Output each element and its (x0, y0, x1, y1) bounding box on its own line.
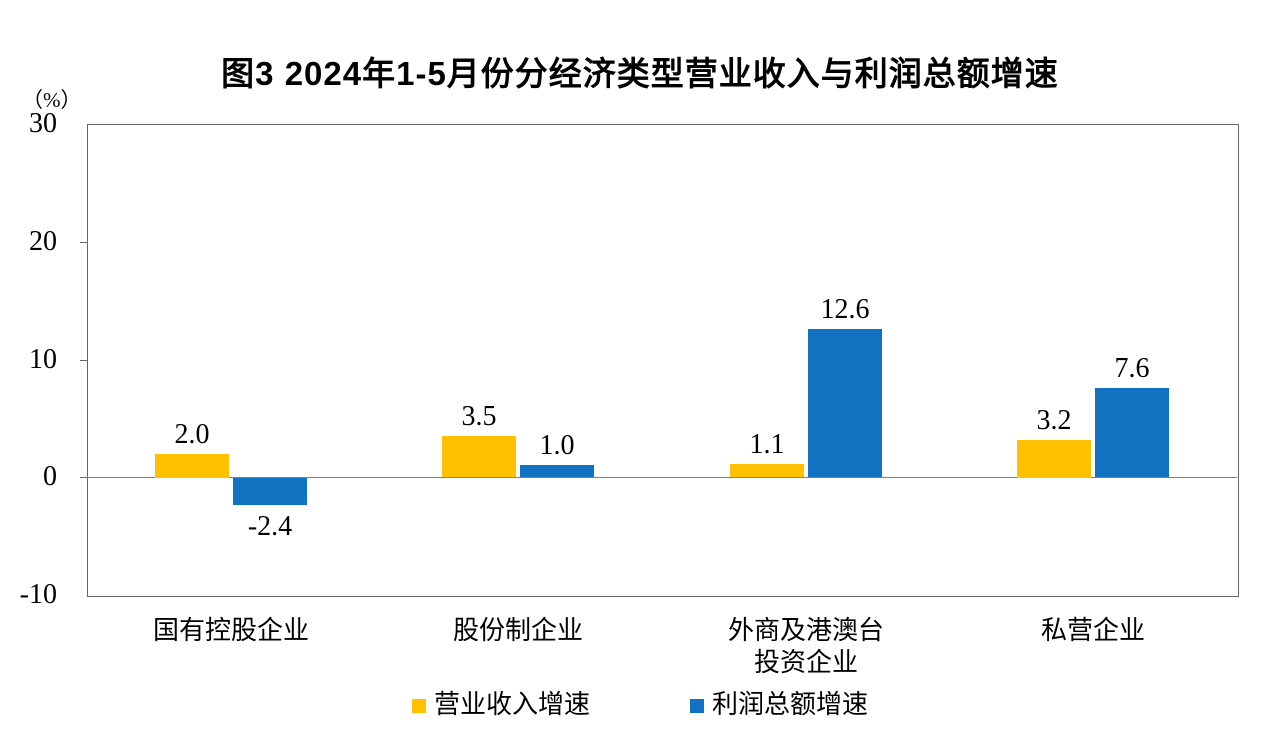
value-label: 3.2 (1036, 405, 1072, 436)
value-label: 1.0 (539, 430, 575, 461)
bar-series2-group1 (233, 478, 307, 505)
bar-series1-group1 (155, 454, 229, 478)
bar-series1-group2 (442, 436, 516, 477)
x-axis-category-label: 外商及港澳台 投资企业 (727, 616, 884, 677)
x-axis-category-label: 私营企业 (1040, 616, 1145, 645)
plot-area (87, 124, 1239, 597)
x-axis-category-label: 国有控股企业 (152, 616, 309, 645)
y-axis-tick-mark (80, 477, 87, 478)
legend-item: 营业收入增速 (411, 690, 590, 720)
legend-label: 营业收入增速 (433, 690, 590, 719)
bar-series1-group4 (1017, 440, 1091, 478)
legend-swatch-icon (411, 699, 426, 713)
value-label: 12.6 (820, 294, 870, 325)
legend: 营业收入增速 利润总额增速 (0, 690, 1280, 720)
chart-title: 图3 2024年1-5月份分经济类型营业收入与利润总额增速 (221, 55, 1059, 92)
y-axis-tick-label: 10 (29, 344, 57, 375)
value-label: 1.1 (749, 429, 785, 460)
y-axis-tick-mark (80, 242, 87, 243)
y-axis-unit-label: （%） (22, 88, 82, 112)
y-axis-tick-label: -10 (19, 579, 57, 610)
y-axis-tick-label: 0 (43, 461, 57, 492)
value-label: -2.4 (247, 511, 293, 542)
value-label: 7.6 (1114, 353, 1150, 384)
bar-series2-group4 (1095, 388, 1169, 477)
y-axis-tick-mark (80, 360, 87, 361)
x-axis-category-label: 股份制企业 (452, 616, 583, 645)
value-label: 3.5 (461, 401, 497, 432)
legend-label: 利润总额增速 (712, 690, 869, 719)
y-axis-tick-label: 30 (29, 108, 57, 139)
value-label: 2.0 (174, 419, 210, 450)
y-axis-tick-label: 20 (29, 226, 57, 257)
bar-series2-group2 (520, 465, 594, 477)
bar-series2-group3 (808, 329, 882, 477)
bar-series1-group3 (730, 464, 804, 477)
legend-swatch-icon (690, 699, 704, 713)
zero-line (87, 477, 1237, 478)
legend-item: 利润总额增速 (690, 690, 868, 720)
